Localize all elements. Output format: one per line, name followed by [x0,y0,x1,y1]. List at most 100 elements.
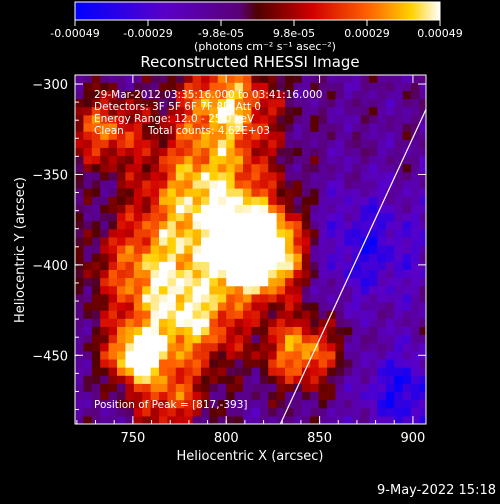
heatmap-cell [201,98,211,108]
heatmap-cell [352,90,362,100]
heatmap-cell [394,171,404,181]
heatmap-cell [217,196,227,205]
heatmap-cell [100,147,110,157]
heatmap-cell [360,261,370,270]
heatmap-cell [150,196,160,205]
heatmap-cell [108,375,118,384]
heatmap-cell [335,147,345,157]
heatmap-cell [327,212,337,222]
heatmap-cell [419,131,426,140]
heatmap-cell [301,75,311,83]
heatmap-cell [259,212,269,222]
heatmap-cell [327,75,337,83]
heatmap-cell [285,106,295,116]
heatmap-cell [217,293,227,303]
heatmap-cell [133,90,143,100]
heatmap-cell [209,293,219,303]
heatmap-cell [167,106,177,116]
heatmap-cell [100,391,110,401]
heatmap-cell [234,342,244,352]
heatmap-cell [360,106,370,116]
heatmap-cell [301,253,311,262]
heatmap-cell [327,163,337,173]
heatmap-cell [133,228,143,238]
heatmap-cell [142,212,152,222]
heatmap-cell [175,171,185,181]
heatmap-cell [301,155,311,165]
heatmap-cell [385,179,395,189]
heatmap-cell [117,358,127,368]
heatmap-cell [419,358,426,368]
heatmap-cell [259,204,269,214]
heatmap-cell [276,196,286,205]
heatmap-cell [385,171,395,181]
heatmap-cell [100,106,110,116]
heatmap-cell [100,277,110,287]
heatmap-cell [117,407,127,417]
heatmap-cell [75,106,85,116]
heatmap-cell [268,212,278,222]
heatmap-cell [259,236,269,246]
heatmap-cell [402,212,412,222]
heatmap-cell [117,399,127,409]
heatmap-cell [327,236,337,246]
heatmap-cell [411,383,421,393]
heatmap-cell [226,155,236,165]
heatmap-cell [276,114,286,124]
heatmap-cell [133,171,143,181]
heatmap-cell [318,375,328,384]
heatmap-cell [192,122,202,132]
heatmap-cell [108,196,118,205]
heatmap-cell [318,318,328,327]
heatmap-cell [159,220,169,230]
heatmap-cell [167,220,177,230]
heatmap-cell [318,114,328,124]
heatmap-cell [335,342,345,352]
heatmap-cell [184,334,194,344]
heatmap-cell [209,90,219,100]
heatmap-cell [301,220,311,230]
heatmap-cell [369,220,379,230]
heatmap-cell [276,285,286,295]
heatmap-cell [83,318,93,327]
heatmap-cell [150,106,160,116]
heatmap-cell [175,293,185,303]
heatmap-cell [91,375,101,384]
heatmap-cell [75,399,85,409]
heatmap-cell [352,375,362,384]
heatmap-cell [419,236,426,246]
heatmap-cell [293,212,303,222]
heatmap-cell [335,98,345,108]
heatmap-cell [419,415,426,424]
heatmap-cell [318,253,328,262]
heatmap-cell [184,163,194,173]
heatmap-cell [377,114,387,124]
heatmap-cell [75,367,85,376]
heatmap-cell [175,147,185,157]
heatmap-cell [318,407,328,417]
heatmap-cell [234,139,244,148]
heatmap-cell [83,98,93,108]
heatmap-cell [377,220,387,230]
heatmap-cell [125,326,135,336]
heatmap-cell [327,375,337,384]
heatmap-cell [100,139,110,148]
heatmap-cell [385,375,395,384]
heatmap-cell [91,350,101,360]
heatmap-cell [226,106,236,116]
heatmap-cell [293,399,303,409]
heatmap-cell [108,212,118,222]
heatmap-cell [335,253,345,262]
heatmap-cell [360,269,370,279]
heatmap-cell [125,293,135,303]
heatmap-cell [75,285,85,295]
x-tick-label: 750 [120,431,145,446]
heatmap-cell [394,236,404,246]
heatmap-cell [301,212,311,222]
heatmap-cell [310,122,320,132]
heatmap-cell [75,293,85,303]
heatmap-cell [201,269,211,279]
heatmap-cell [117,301,127,311]
heatmap-cell [100,350,110,360]
heatmap-cell [268,253,278,262]
